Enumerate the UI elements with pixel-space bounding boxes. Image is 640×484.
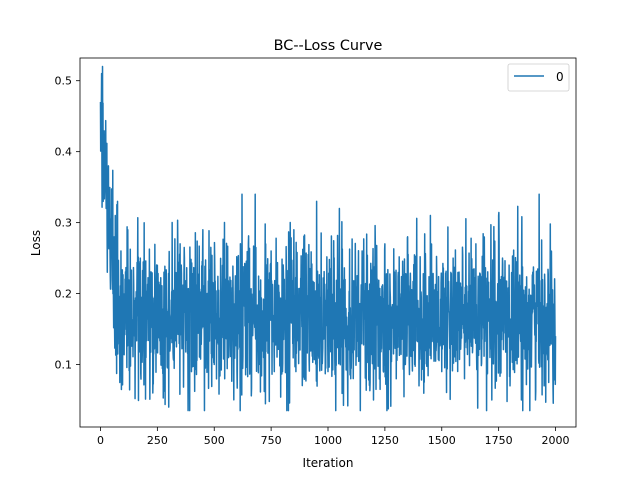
series-line-0 bbox=[99, 65, 557, 412]
x-tick-label: 1250 bbox=[371, 434, 399, 447]
plot-area bbox=[99, 65, 557, 412]
y-tick-label: 0.2 bbox=[55, 288, 73, 301]
legend-box bbox=[507, 63, 570, 92]
x-tick-label: 500 bbox=[204, 434, 225, 447]
x-tick-label: 0 bbox=[97, 434, 104, 447]
x-tick-label: 250 bbox=[147, 434, 168, 447]
chart-title: BC--Loss Curve bbox=[274, 38, 383, 54]
y-axis-ticks: 0.1 0.2 0.3 0.4 0.5 bbox=[55, 75, 80, 372]
y-tick-label: 0.1 bbox=[55, 359, 73, 372]
y-axis-label: Loss bbox=[29, 230, 43, 256]
y-tick-label: 0.5 bbox=[55, 75, 73, 88]
y-tick-label: 0.4 bbox=[55, 146, 73, 159]
x-tick-label: 1500 bbox=[428, 434, 456, 447]
legend: 0 bbox=[507, 63, 570, 92]
legend-label-0: 0 bbox=[556, 70, 564, 84]
plot-frame bbox=[79, 57, 577, 428]
x-tick-label: 750 bbox=[261, 434, 282, 447]
y-tick-label: 0.3 bbox=[55, 217, 73, 230]
x-axis-ticks: 0 250 500 750 1000 1250 1500 1750 2000 bbox=[97, 427, 570, 447]
x-axis-label: Iteration bbox=[303, 456, 354, 470]
x-tick-label: 1750 bbox=[485, 434, 513, 447]
x-tick-label: 1000 bbox=[314, 434, 342, 447]
x-tick-label: 2000 bbox=[542, 434, 570, 447]
